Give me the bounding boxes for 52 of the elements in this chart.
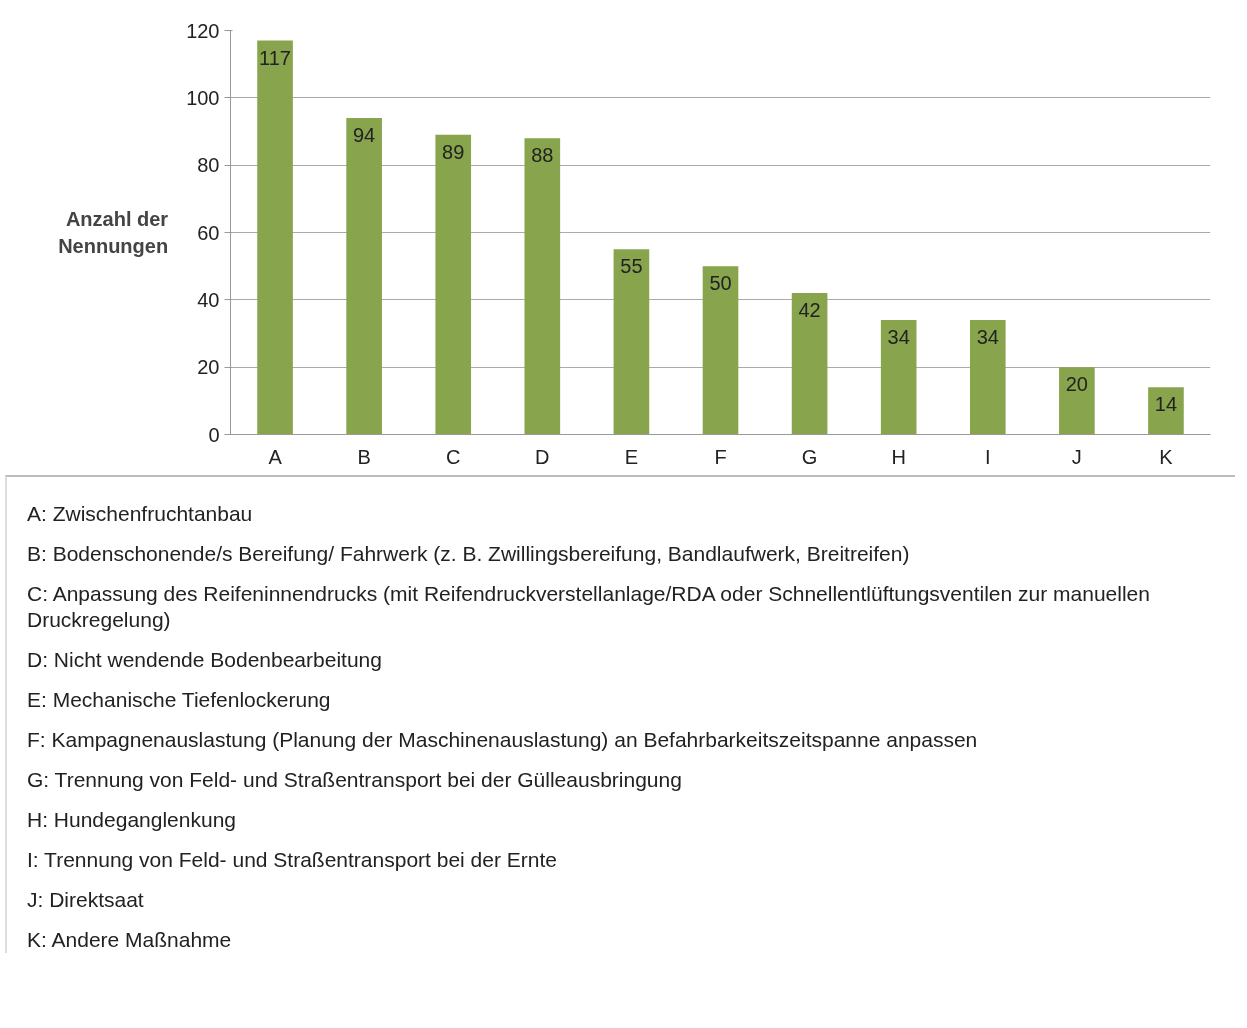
x-tick-label: K xyxy=(1159,445,1174,468)
bar xyxy=(257,40,293,435)
bar xyxy=(613,249,650,435)
text: G: Trennung von Feld- und Straßentransport bei der Gülleausbringung xyxy=(27,767,683,793)
bar xyxy=(1148,387,1184,435)
y-axis-title: Anzahl der Nennungen xyxy=(58,208,169,257)
data-label: 88 xyxy=(531,144,554,167)
text: F: Kampagnenauslastung (Planung der Maschinenauslastung) an Befahrbarkeitszeitspanne anpassen xyxy=(27,727,979,753)
y-tick-label: 80 xyxy=(197,154,220,177)
data-label: 55 xyxy=(620,255,643,278)
text: B: Bodenschonende/s Bereifung/ Fahrwerk (z. B. Zwillingsbereifung, Bandlaufwerk, Breitreifen) xyxy=(27,541,911,567)
text: J: Direktsaat xyxy=(27,887,145,913)
y-tick-label: 40 xyxy=(197,288,220,311)
bar xyxy=(880,320,917,435)
y-tick-label: 60 xyxy=(197,221,220,244)
x-tick-label: E xyxy=(624,445,639,468)
data-label: 94 xyxy=(353,124,376,147)
x-tick-label: J xyxy=(1071,445,1082,468)
data-label: 42 xyxy=(798,299,821,322)
text: I: Trennung von Feld- und Straßentransport bei der Ernte xyxy=(27,847,558,873)
text: H: Hundeganglenkung xyxy=(27,807,237,833)
data-label: 34 xyxy=(887,326,910,349)
data-label: 89 xyxy=(442,140,465,163)
x-tick-label: H xyxy=(891,445,906,468)
bar xyxy=(791,293,828,435)
x-tick-label: A xyxy=(268,445,283,468)
y-tick-label: 20 xyxy=(197,356,220,379)
text: D: Nicht wendende Bodenbearbeitung xyxy=(27,647,383,673)
data-label: 14 xyxy=(1154,393,1178,416)
data-label: 20 xyxy=(1065,373,1088,396)
text: E: Mechanische Tiefenlockerung xyxy=(27,687,332,713)
text: A: Zwischenfruchtanbau xyxy=(27,501,254,527)
bar xyxy=(702,266,739,435)
x-tick-label: F xyxy=(714,445,727,468)
x-tick-label: B xyxy=(357,445,371,468)
y-tick-label: 100 xyxy=(186,86,220,109)
data-label: 34 xyxy=(976,326,999,349)
bar xyxy=(524,138,561,435)
x-tick-label: G xyxy=(801,445,818,468)
text: C: Anpassung des Reifeninnendrucks (mit Reifendruckverstellanlage/RDA oder Schnellentlüftungsventilen zur manuellen Druckregelung) xyxy=(27,581,1151,633)
bar xyxy=(1059,367,1095,435)
y-tick-label: 0 xyxy=(208,423,220,446)
y-tick-label: 120 xyxy=(186,19,220,42)
text: K: Andere Maßnahme xyxy=(27,927,233,953)
x-tick-label: I xyxy=(984,445,991,468)
bar xyxy=(435,134,472,435)
data-label: 50 xyxy=(709,272,732,295)
bar xyxy=(346,118,382,435)
x-tick-label: D xyxy=(535,445,550,468)
x-tick-label: C xyxy=(446,445,461,468)
data-label: 117 xyxy=(259,46,291,69)
bar xyxy=(969,320,1006,435)
